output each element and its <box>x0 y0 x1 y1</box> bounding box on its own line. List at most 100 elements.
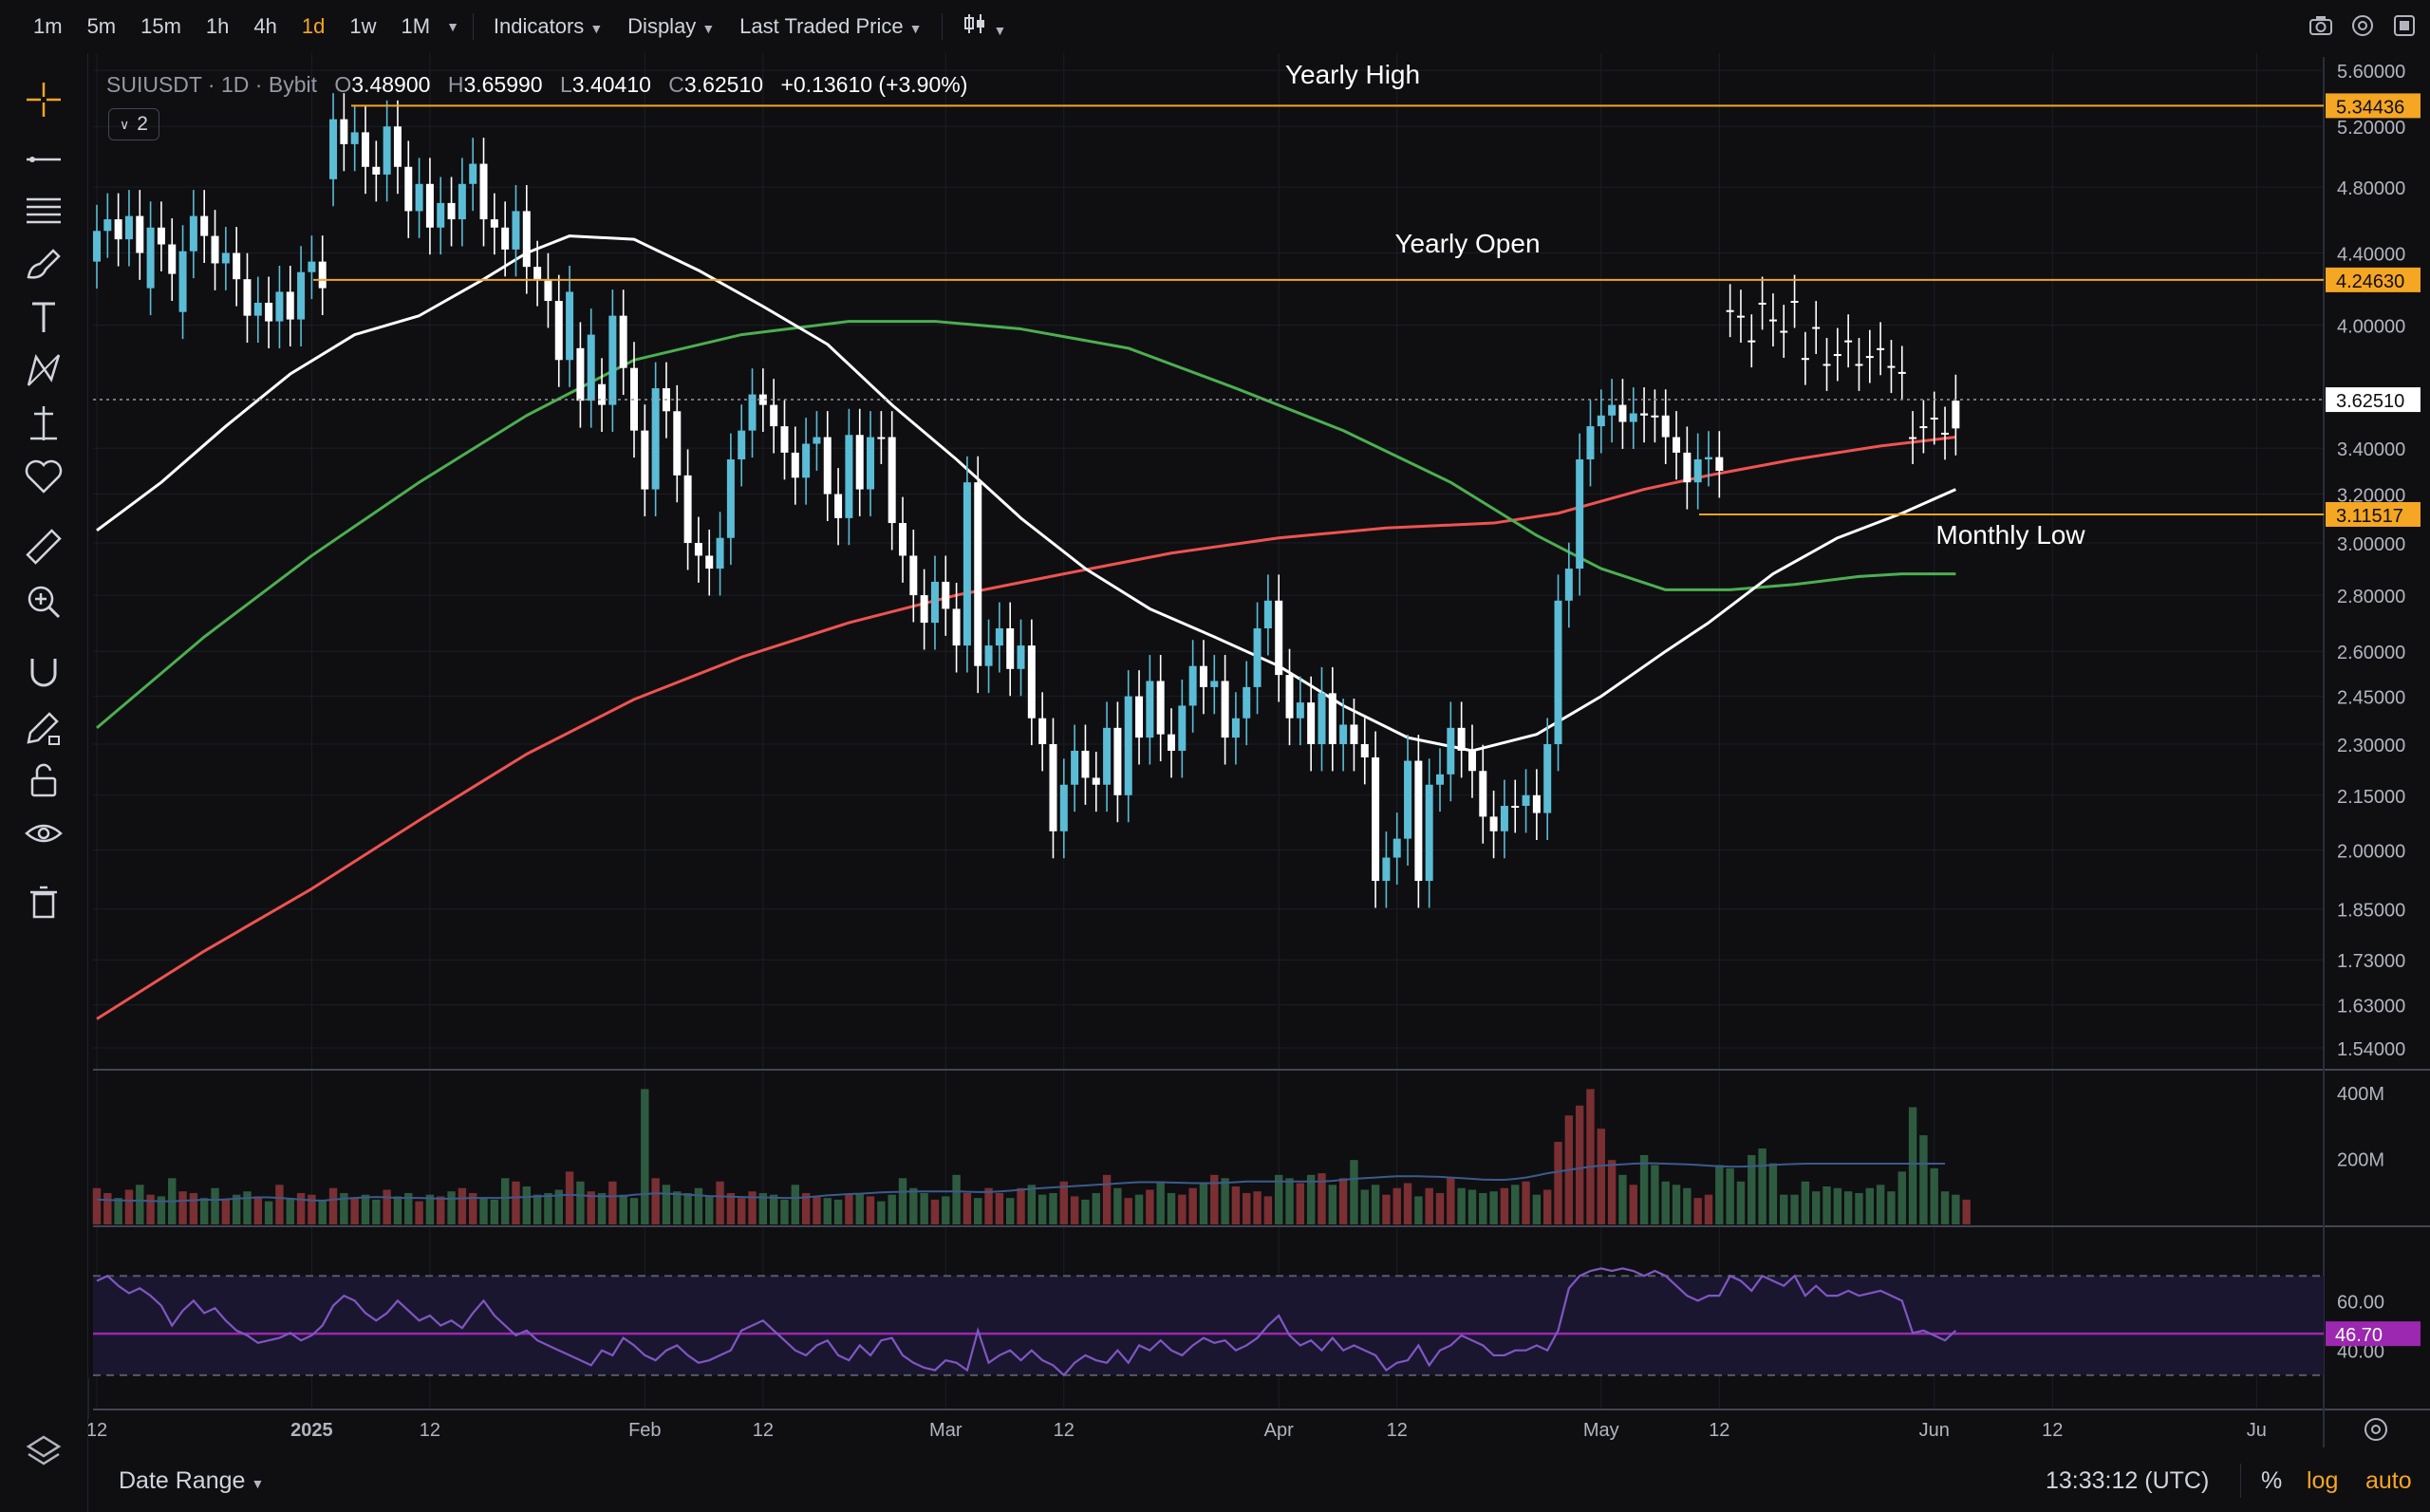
candle-body <box>146 227 155 289</box>
pattern-icon[interactable] <box>21 347 66 393</box>
volume-bar <box>211 1187 219 1224</box>
volume-bar <box>1146 1189 1154 1224</box>
timeframe-1w[interactable]: 1w <box>349 14 377 38</box>
volume-bar <box>1006 1198 1015 1224</box>
volume-bar <box>705 1196 714 1224</box>
candle-body <box>1543 744 1552 813</box>
price-axis-tick: 2.45000 <box>2337 688 2405 709</box>
magnet-icon[interactable] <box>21 649 66 695</box>
price-axis[interactable]: 5.60000 5.20000 4.80000 4.40000 4.00000 3.400… <box>2337 62 2405 1060</box>
trend-line-icon[interactable] <box>21 135 66 180</box>
lock-pencil-icon[interactable] <box>21 704 66 750</box>
indicator-count: 2 <box>137 113 148 135</box>
log-toggle[interactable]: log <box>2307 1467 2339 1494</box>
volume-bar <box>490 1199 499 1224</box>
volume-bar <box>952 1174 961 1224</box>
volume-bar <box>673 1191 682 1224</box>
timeframe-15m[interactable]: 15m <box>140 14 181 38</box>
camera-icon[interactable] <box>2307 11 2335 40</box>
volume-bar <box>1027 1185 1037 1224</box>
candle-body <box>544 279 552 302</box>
candle-body <box>1168 734 1175 751</box>
volume-bar <box>1489 1191 1498 1224</box>
volume-bar <box>898 1178 907 1224</box>
candle-body <box>1027 645 1036 719</box>
volume-bar <box>1897 1171 1906 1224</box>
indicators-collapse-button[interactable]: ∨ 2 <box>108 108 159 140</box>
timeframe-1d[interactable]: 1d <box>301 14 326 38</box>
volume-bar <box>1780 1194 1788 1224</box>
volume-bar <box>1102 1174 1112 1224</box>
candle-body <box>512 211 520 250</box>
brush-icon[interactable] <box>21 241 66 287</box>
timeframe-4h[interactable]: 4h <box>253 14 277 38</box>
level-label: Yearly High <box>1285 60 1420 89</box>
candle-body <box>780 426 789 453</box>
time-axis-tick: 12 <box>2042 1420 2063 1441</box>
chevron-down-icon[interactable]: ▼ <box>446 19 459 34</box>
time-axis-tick: Mar <box>929 1420 963 1441</box>
heart-icon[interactable] <box>21 454 66 499</box>
volume-bar <box>533 1194 542 1224</box>
timeframe-1M[interactable]: 1M <box>401 14 431 38</box>
fullscreen-icon[interactable] <box>2390 11 2419 40</box>
timeframe-1h[interactable]: 1h <box>205 14 230 38</box>
volume-bar <box>253 1196 262 1224</box>
last-price-value: 3.62510 <box>2336 391 2404 412</box>
crosshair-icon[interactable] <box>21 77 66 122</box>
volume-bar <box>1092 1192 1100 1224</box>
percent-toggle[interactable]: % <box>2261 1467 2283 1494</box>
candle-body <box>1941 432 1950 435</box>
text-icon[interactable] <box>21 294 66 340</box>
candle-body <box>1952 401 1960 429</box>
volume-bar <box>350 1198 359 1224</box>
timeframe-1m[interactable]: 1m <box>33 14 63 38</box>
volume-bar <box>92 1187 102 1224</box>
volume-bar <box>1318 1173 1326 1224</box>
trash-icon[interactable] <box>21 879 66 924</box>
fib-icon[interactable] <box>21 188 66 233</box>
candle-body <box>930 581 939 624</box>
volume-bar <box>1855 1192 1863 1224</box>
candle-body <box>1360 744 1369 758</box>
volume-bar <box>1210 1174 1219 1224</box>
time-axis-tick: 12 <box>1709 1420 1729 1441</box>
display-button[interactable]: Display ▼ <box>627 14 716 38</box>
date-range-button[interactable]: Date Range ▼ <box>119 1467 265 1494</box>
ma-fast-line <box>96 234 1956 753</box>
gear-icon[interactable] <box>2365 1418 2387 1441</box>
candle-body <box>1618 404 1627 422</box>
indicators-button[interactable]: Indicators ▼ <box>493 14 604 38</box>
eye-icon[interactable] <box>21 811 66 856</box>
lock-icon[interactable] <box>21 757 66 803</box>
candle-body <box>1522 794 1530 807</box>
price-axis-tick: 1.73000 <box>2337 951 2405 972</box>
settings-icon[interactable] <box>2348 11 2377 40</box>
candle-body <box>275 291 284 322</box>
candle-body <box>867 437 875 490</box>
measure-projection-icon[interactable] <box>21 401 66 446</box>
price-axis-tick: 5.60000 <box>2337 62 2405 83</box>
volume-bar <box>1661 1181 1670 1224</box>
symbol-name[interactable]: SUIUSDT <box>106 72 202 97</box>
volume-axis-tick: 200M <box>2337 1149 2384 1170</box>
volume-bar <box>1275 1174 1283 1224</box>
chart-type-button[interactable]: ▼ <box>950 12 1019 41</box>
volume-bar <box>791 1185 799 1224</box>
candle-body <box>1049 744 1057 831</box>
price-source-button[interactable]: Last Traded Price ▼ <box>739 14 923 38</box>
candle-body <box>683 475 692 544</box>
candle-body <box>437 202 445 228</box>
volume-bar <box>1704 1194 1713 1224</box>
volume-bar <box>1285 1178 1294 1224</box>
layers-icon[interactable] <box>21 1429 66 1475</box>
rsi-band-fill <box>93 1276 2324 1375</box>
volume-bar <box>221 1199 231 1224</box>
ruler-icon[interactable] <box>21 524 66 569</box>
timeframe-5m[interactable]: 5m <box>86 14 117 38</box>
chevron-down-icon: ▼ <box>589 21 604 36</box>
auto-toggle[interactable]: auto <box>2365 1467 2412 1494</box>
zoom-icon[interactable] <box>21 579 66 625</box>
candle-body <box>888 437 896 524</box>
